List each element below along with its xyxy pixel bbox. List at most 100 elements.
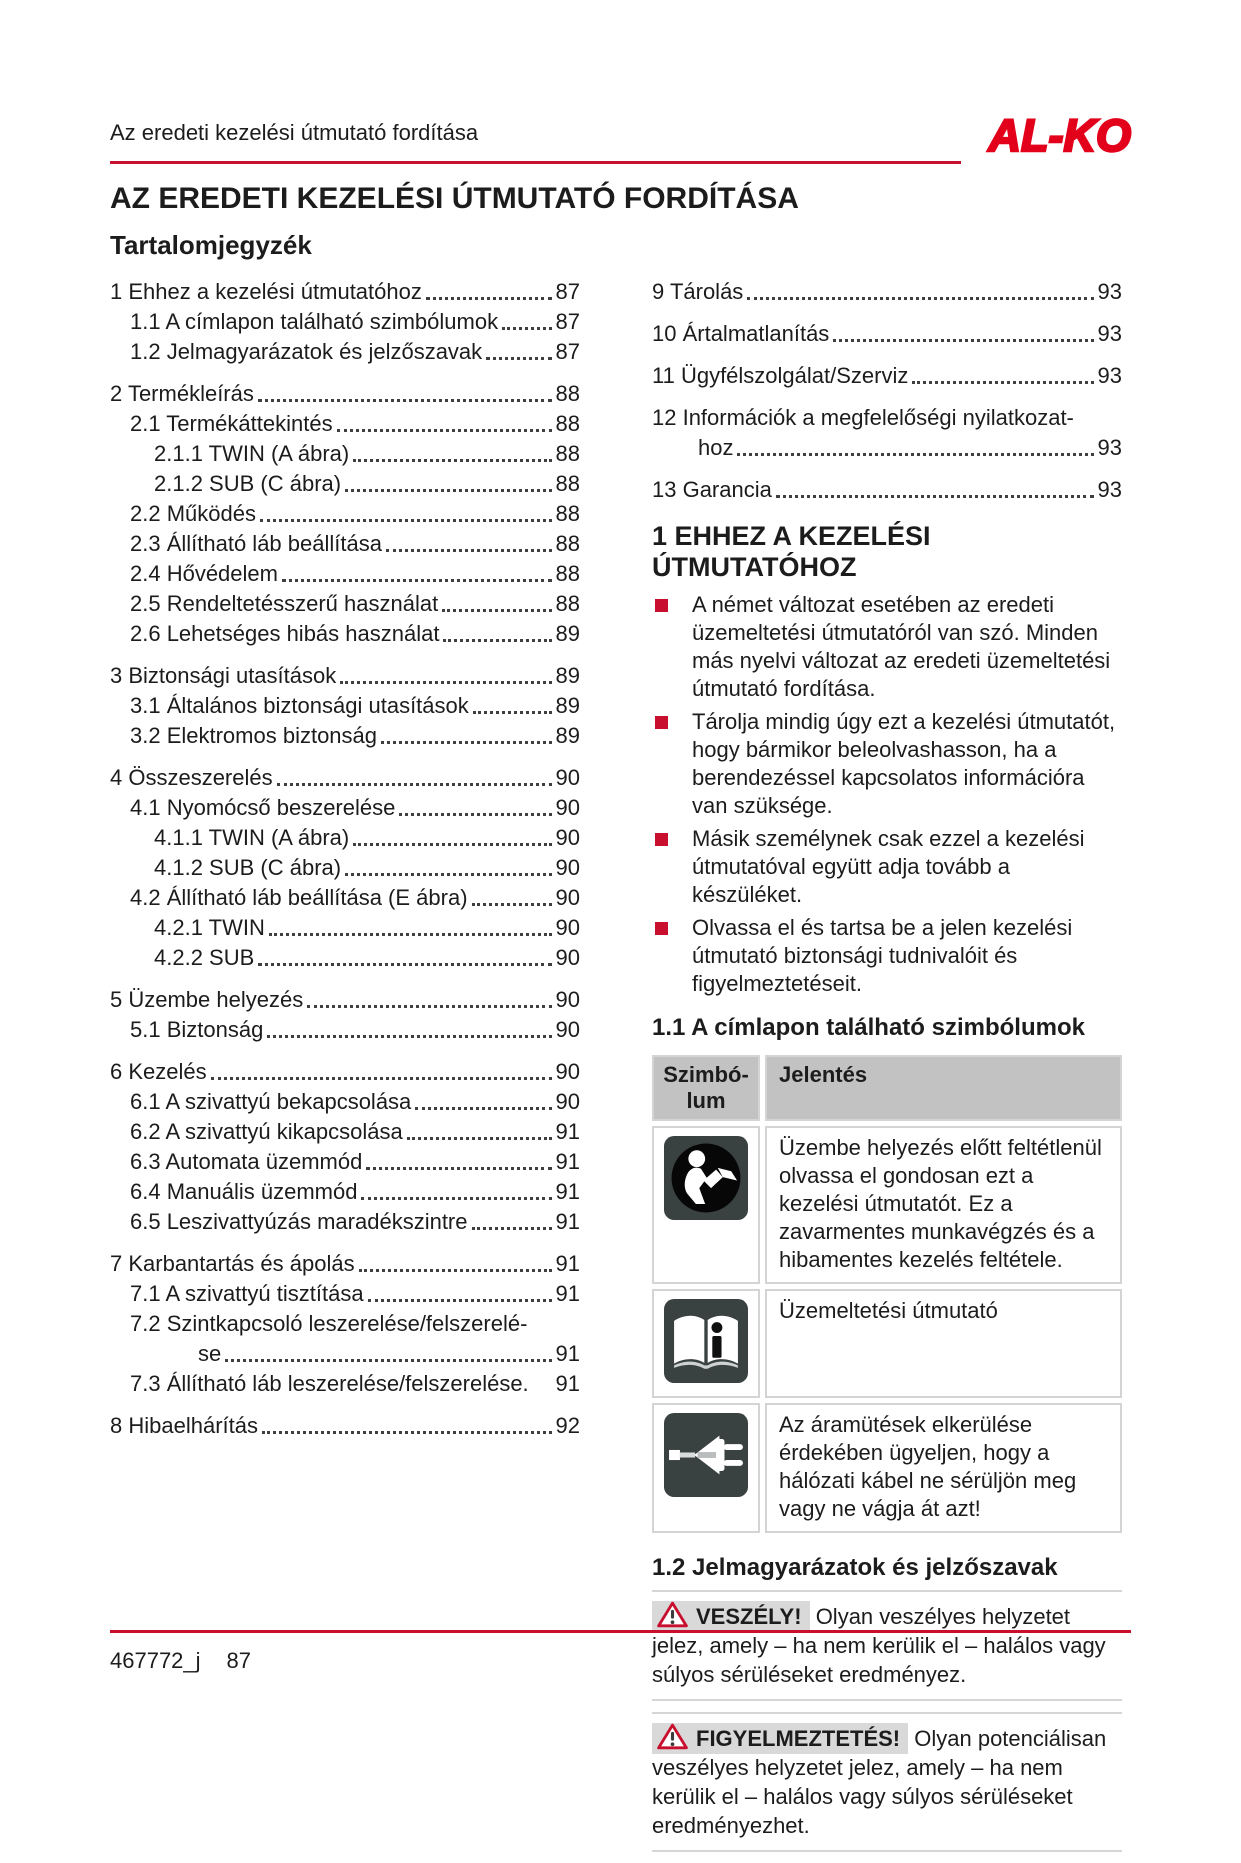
meaning-cell: Üzembe helyezés előtt feltétlenül olvass…	[765, 1126, 1122, 1284]
toc-page-number: 87	[555, 309, 580, 334]
symbol-cell	[652, 1126, 760, 1284]
bullet-text: Tárolja mindig úgy ezt a kezelési útmuta…	[692, 709, 1116, 818]
meaning-column-header: Jelentés	[765, 1055, 1122, 1121]
toc-label: 12 Információk a megfelelőségi nyilatkoz…	[652, 405, 1074, 430]
toc-dot-leader	[307, 1005, 552, 1008]
toc-page-number: 88	[555, 501, 580, 526]
toc-dot-leader	[775, 495, 1094, 498]
toc-entry-line: 13 Garancia 93	[652, 475, 1122, 505]
toc-entry[interactable]: 9 Tárolás 93	[652, 277, 1122, 307]
symbol-column-header: Szimbó-lum	[652, 1055, 760, 1121]
toc-page-number: 91	[555, 1371, 580, 1396]
toc-entry[interactable]: 6.5 Leszivattyúzás maradékszintre 91	[110, 1207, 580, 1237]
toc-entry[interactable]: 6.4 Manuális üzemmód 91	[110, 1177, 580, 1207]
toc-page-number: 90	[555, 825, 580, 850]
toc-page-number: 88	[555, 411, 580, 436]
toc-dot-leader	[258, 963, 552, 966]
toc-entry[interactable]: 6.2 A szivattyú kikapcsolása 91	[110, 1117, 580, 1147]
toc-entry[interactable]: 6.3 Automata üzemmód 91	[110, 1147, 580, 1177]
toc-entry-line: 4.1 Nyomócső beszerelése 90	[110, 793, 580, 823]
warning-signal-word: FIGYELMEZTETÉS!	[696, 1726, 901, 1751]
toc-entry-line: 6.1 A szivattyú bekapcsolása 90	[110, 1087, 580, 1117]
toc-entry[interactable]: 3 Biztonsági utasítások 89	[110, 661, 580, 691]
toc-dot-leader	[353, 843, 552, 846]
toc-page-number: 88	[555, 591, 580, 616]
toc-entry[interactable]: 2.1 Termékáttekintés 88	[110, 409, 580, 439]
toc-entry[interactable]: 1.2 Jelmagyarázatok és jelzőszavak 87	[110, 337, 580, 367]
toc-dot-leader	[225, 1359, 552, 1362]
toc-dot-leader	[385, 549, 552, 552]
toc-label: se	[198, 1341, 222, 1366]
toc-entry[interactable]: 5.1 Biztonság 90	[110, 1015, 580, 1045]
toc-label: 4.1.1 TWIN (A ábra)	[154, 825, 350, 850]
bullet-square-icon	[655, 716, 668, 729]
toc-entry[interactable]: 4 Összeszerelés 90	[110, 763, 580, 793]
toc-label: 3 Biztonsági utasítások	[110, 663, 337, 688]
toc-entry[interactable]: 2.4 Hővédelem 88	[110, 559, 580, 589]
toc-entry[interactable]: 4.2 Állítható láb beállítása (E ábra) 90	[110, 883, 580, 913]
toc-page-number: 90	[555, 987, 580, 1012]
toc-entry[interactable]: 4.1.1 TWIN (A ábra) 90	[110, 823, 580, 853]
toc-dot-leader	[367, 1299, 552, 1302]
toc-entry[interactable]: 10 Ártalmatlanítás 93	[652, 319, 1122, 349]
toc-dot-leader	[358, 1269, 552, 1272]
toc-entry[interactable]: 3.2 Elektromos biztonság 89	[110, 721, 580, 751]
alko-logo-text: AL-KO	[987, 109, 1132, 163]
running-header-text: Az eredeti kezelési útmutató fordítása	[110, 120, 479, 145]
toc-entry-line: 4.2 Állítható láb beállítása (E ábra) 90	[110, 883, 580, 913]
toc-entry[interactable]: 2 Termékleírás 88	[110, 379, 580, 409]
toc-page-number: 89	[555, 693, 580, 718]
toc-dot-leader	[268, 933, 552, 936]
toc-entry[interactable]: 2.6 Lehetséges hibás használat 89	[110, 619, 580, 649]
toc-entry[interactable]: 2.2 Működés 88	[110, 499, 580, 529]
toc-entry[interactable]: 4.1.2 SUB (C ábra) 90	[110, 853, 580, 883]
toc-entry[interactable]: 12 Információk a megfelelőségi nyilatkoz…	[652, 403, 1122, 463]
toc-label: 6.3 Automata üzemmód	[130, 1149, 363, 1174]
toc-entry[interactable]: 1 Ehhez a kezelési útmutatóhoz 87	[110, 277, 580, 307]
toc-dot-leader	[210, 1077, 552, 1080]
toc-entry-line: 4 Összeszerelés 90	[110, 763, 580, 793]
toc-dot-leader	[399, 813, 552, 816]
toc-entry-line: 11 Ügyfélszolgálat/Szerviz 93	[652, 361, 1122, 391]
toc-dot-leader	[737, 453, 1094, 456]
toc-entry[interactable]: 4.2.1 TWIN 90	[110, 913, 580, 943]
toc-page-number: 91	[555, 1119, 580, 1144]
symbol-table-header-row: Szimbó-lum Jelentés	[652, 1055, 1122, 1121]
toc-label: 7.2 Szintkapcsoló leszerelése/felszerelé…	[130, 1311, 528, 1336]
toc-entry[interactable]: 7 Karbantartás és ápolás 91	[110, 1249, 580, 1279]
toc-dot-leader	[471, 1227, 552, 1230]
bullet-item: Másik személynek csak ezzel a kezelési ú…	[652, 825, 1122, 909]
toc-entry[interactable]: 7.1 A szivattyú tisztítása 91	[110, 1279, 580, 1309]
toc-label: 6 Kezelés	[110, 1059, 207, 1084]
toc-page-number: 93	[1097, 279, 1122, 304]
toc-entry[interactable]: 1.1 A címlapon található szimbólumok 87	[110, 307, 580, 337]
toc-dot-leader	[443, 639, 552, 642]
warning-triangle-icon	[657, 1601, 688, 1628]
toc-entry[interactable]: 2.1.2 SUB (C ábra) 88	[110, 469, 580, 499]
toc-page-number: 93	[1097, 363, 1122, 388]
section-1-2-heading: 1.2 Jelmagyarázatok és jelzőszavak	[652, 1554, 1058, 1581]
toc-entry[interactable]: 2.3 Állítható láb beállítása 88	[110, 529, 580, 559]
toc-entry[interactable]: 2.5 Rendeltetésszerű használat 88	[110, 589, 580, 619]
toc-entry[interactable]: 6.1 A szivattyú bekapcsolása 90	[110, 1087, 580, 1117]
toc-entry[interactable]: 2.1.1 TWIN (A ábra) 88	[110, 439, 580, 469]
toc-entry-line: 5.1 Biztonság 90	[110, 1015, 580, 1045]
toc-entry[interactable]: 4.1 Nyomócső beszerelése 90	[110, 793, 580, 823]
toc-entry[interactable]: 11 Ügyfélszolgálat/Szerviz 93	[652, 361, 1122, 391]
toc-entry[interactable]: 6 Kezelés 90	[110, 1057, 580, 1087]
toc-entry-line: 12 Információk a megfelelőségi nyilatkoz…	[652, 403, 1122, 433]
meaning-cell: Az áramütések elkerülése érdekében ügyel…	[765, 1403, 1122, 1533]
toc-page-number: 89	[555, 723, 580, 748]
toc-dot-leader	[425, 297, 552, 300]
toc-label: 10 Ártalmatlanítás	[652, 321, 830, 346]
toc-entry[interactable]: 8 Hibaelhárítás 92	[110, 1411, 580, 1441]
toc-dot-leader	[281, 579, 552, 582]
toc-label: 3.2 Elektromos biztonság	[130, 723, 378, 748]
toc-entry[interactable]: 13 Garancia 93	[652, 475, 1122, 505]
toc-entry[interactable]: 4.2.2 SUB 90	[110, 943, 580, 973]
toc-entry[interactable]: 7.3 Állítható láb leszerelése/felszerelé…	[110, 1369, 580, 1399]
toc-entry-line: 2.1.1 TWIN (A ábra) 88	[110, 439, 580, 469]
toc-entry[interactable]: 7.2 Szintkapcsoló leszerelése/felszerelé…	[110, 1309, 580, 1369]
toc-entry[interactable]: 3.1 Általános biztonsági utasítások 89	[110, 691, 580, 721]
toc-entry[interactable]: 5 Üzembe helyezés 90	[110, 985, 580, 1015]
